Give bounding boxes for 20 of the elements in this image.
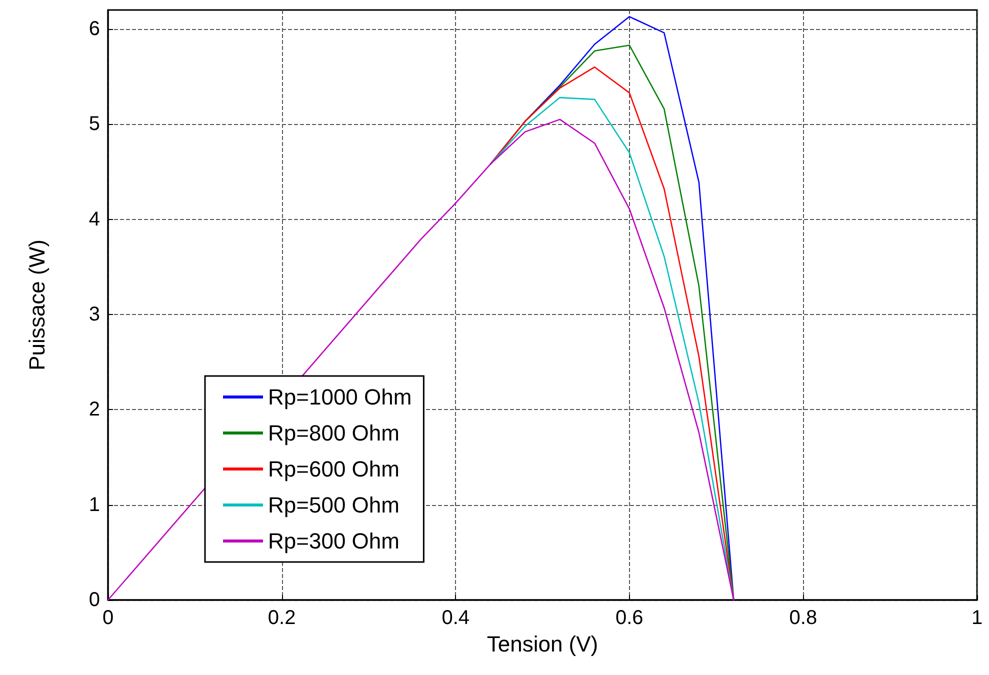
legend-label: Rp=1000 Ohm <box>268 384 412 410</box>
x-tick-label: 0.2 <box>268 607 296 629</box>
x-tick-label: 0 <box>102 607 114 629</box>
y-tick-label: 1 <box>88 494 100 516</box>
legend-label: Rp=300 Ohm <box>268 528 400 554</box>
legend-label: Rp=800 Ohm <box>268 420 400 446</box>
x-axis-title: Tension (V) <box>486 631 598 656</box>
y-tick-label: 6 <box>88 18 100 40</box>
legend-label: Rp=600 Ohm <box>268 456 400 482</box>
y-axis-title: Puissace (W) <box>24 240 50 370</box>
legend-label: Rp=500 Ohm <box>268 492 400 518</box>
y-tick-label: 4 <box>88 208 100 230</box>
y-tick-label: 5 <box>88 113 100 136</box>
x-tick-label: 0.4 <box>442 607 470 629</box>
x-tick-label: 0.6 <box>615 607 644 629</box>
y-tick-label: 3 <box>88 304 100 326</box>
x-tick-label: 1 <box>971 607 983 629</box>
y-tick-label: 0 <box>88 589 100 611</box>
y-tick-label: 2 <box>88 398 100 421</box>
x-tick-label: 0.8 <box>789 607 818 629</box>
